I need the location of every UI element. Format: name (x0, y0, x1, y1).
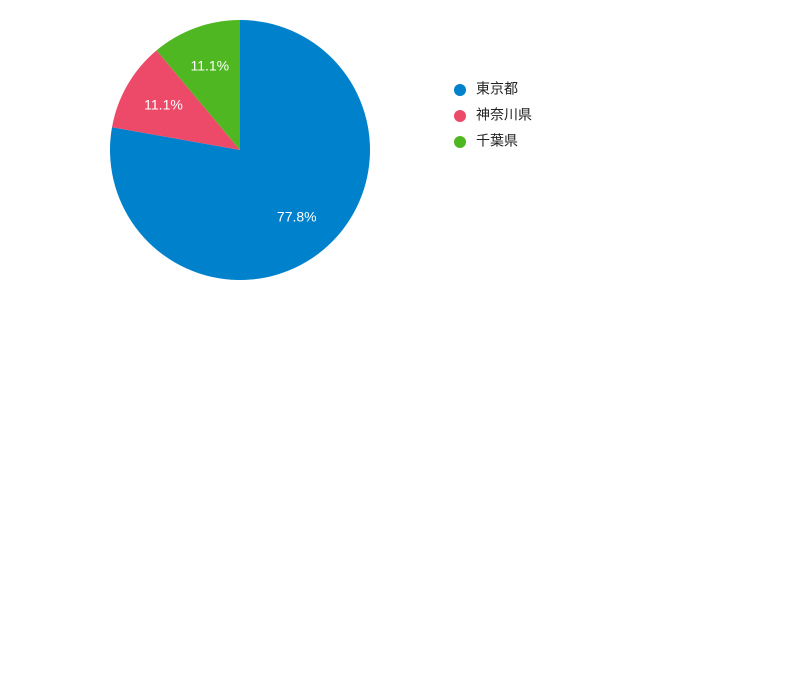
legend-label: 千葉県 (476, 133, 518, 149)
chart-stage: 77.8% 11.1% 11.1% 東京都神奈川県千葉県 (0, 0, 792, 700)
legend-marker (454, 136, 466, 148)
pie-slice-label: 11.1% (190, 58, 229, 74)
legend-label: 神奈川県 (476, 107, 532, 123)
legend-marker (454, 110, 466, 122)
pie-slice-label: 77.8% (277, 208, 317, 224)
legend-marker (454, 84, 466, 96)
pie-chart-svg: 77.8% 11.1% 11.1% 東京都神奈川県千葉県 (0, 0, 792, 700)
legend-label: 東京都 (476, 81, 518, 97)
pie-slice-label: 11.1% (144, 96, 183, 112)
